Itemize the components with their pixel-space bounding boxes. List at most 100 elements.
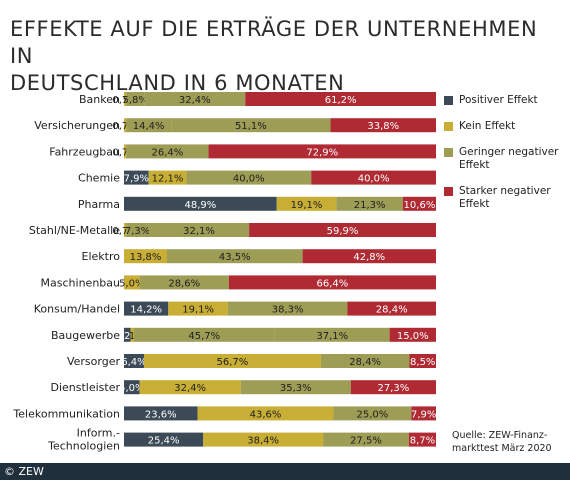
legend-item-strong-negative: Starker negativer Effekt (444, 185, 568, 211)
bar-segment (411, 406, 436, 421)
data-label: 7,9% (411, 409, 436, 420)
category-label: Pharma (78, 198, 120, 211)
bar-segment (124, 223, 127, 237)
bar-segment (143, 354, 321, 368)
data-label: 5,0% (119, 278, 144, 289)
bar-segment (302, 249, 436, 264)
data-label: 14,2% (130, 305, 162, 316)
data-label: 1 (129, 331, 135, 342)
data-label: 15,0% (397, 331, 429, 342)
data-label: 0,7% (112, 147, 137, 158)
data-label: 21,3% (354, 200, 386, 211)
bar-segment (402, 196, 436, 211)
legend-item-neutral: Kein Effekt (444, 120, 568, 133)
data-label: 7,9% (124, 174, 149, 185)
data-label: 33,8% (367, 121, 399, 132)
legend-swatch-minor-negative (444, 148, 453, 157)
data-label: 23,6% (145, 409, 177, 420)
data-label: 7,3% (125, 226, 150, 237)
data-label: 38,4% (247, 436, 279, 447)
bar-segment (126, 144, 209, 159)
data-label: 42,8% (353, 252, 385, 263)
bar-segment (139, 275, 229, 290)
data-label: 32,1% (183, 226, 215, 237)
data-label: 28,4% (376, 305, 408, 316)
data-label: 26,4% (151, 147, 183, 158)
data-label: 0,7% (112, 121, 137, 132)
footer-bar: © ZEW (0, 463, 570, 480)
data-label: 40,0% (233, 174, 265, 185)
bar-segment (336, 196, 403, 211)
bar-segment (333, 406, 412, 421)
bar-segment (186, 170, 312, 185)
legend-label-neutral: Kein Effekt (459, 120, 516, 132)
bar-segment (323, 432, 409, 447)
category-label: Fahrzeugbau (49, 145, 120, 158)
bar-segment (240, 380, 351, 395)
data-label: 56,7% (217, 357, 249, 368)
bar-segment (330, 118, 436, 133)
data-label: 32,4% (174, 383, 206, 394)
category-label: Chemie (78, 172, 120, 185)
bar-segment (124, 301, 169, 316)
bar-segment (228, 275, 436, 290)
bar-segment (208, 144, 436, 159)
legend: Positiver Effekt Kein Effekt Geringer ne… (444, 94, 568, 224)
data-label: 12,1% (152, 174, 184, 185)
bar-segment (124, 118, 127, 133)
bar-segment (274, 327, 390, 342)
data-label: 8,7% (410, 436, 435, 447)
category-label: Baugewerbe (51, 329, 120, 342)
data-label: 66,4% (317, 278, 349, 289)
bar-segment (124, 144, 127, 159)
chart-title-line-2: DEUTSCHLAND IN 6 MONATEN (10, 71, 345, 95)
bar-segment (124, 92, 127, 106)
data-label: 0,7% (112, 95, 137, 106)
data-label: 32,4% (179, 95, 211, 106)
data-label: 6,4% (121, 357, 146, 368)
bar-segment (203, 432, 324, 447)
bar-segment (124, 327, 131, 342)
bar-segment (408, 432, 436, 447)
data-label: 37,1% (316, 331, 348, 342)
bar-segment (167, 249, 303, 264)
data-label: 0,7% (112, 226, 137, 237)
bar-segment (249, 223, 436, 237)
bar-segment (227, 301, 348, 316)
data-label: 48,9% (184, 200, 216, 211)
legend-swatch-neutral (444, 122, 453, 131)
copyright-label: © ZEW (4, 465, 44, 478)
legend-item-positive: Positiver Effekt (444, 94, 568, 107)
bar-segment (320, 354, 410, 368)
legend-label-positive: Positiver Effekt (459, 94, 538, 106)
category-label: Maschinenbau (41, 276, 120, 289)
bar-segment (197, 406, 334, 421)
data-label: 27,3% (378, 383, 410, 394)
data-label: 8,5% (410, 357, 435, 368)
data-label: 38,3% (272, 305, 304, 316)
data-label: 2 (124, 331, 130, 342)
data-label: 40,0% (358, 174, 390, 185)
bar-segment (124, 249, 168, 264)
data-label: 14,4% (133, 121, 165, 132)
data-label: 45,7% (188, 331, 220, 342)
data-label: 19,1% (182, 305, 214, 316)
data-label: 19,1% (291, 200, 323, 211)
bar-segment (311, 170, 436, 185)
data-label: 59,9% (327, 226, 359, 237)
bar-segment (168, 301, 228, 316)
data-label: 43,5% (219, 252, 251, 263)
legend-swatch-positive (444, 96, 453, 105)
bar-segment (124, 380, 140, 395)
data-label: 35,3% (280, 383, 312, 394)
chart-title: EFFEKTE AUF DIE ERTRÄGE DER UNTERNEHMEN … (10, 16, 550, 97)
category-label: Inform.-Technologien (47, 427, 120, 453)
bar-segment (130, 327, 134, 342)
bar-segment (124, 196, 277, 211)
bar-segment (245, 92, 436, 106)
bar-segment (124, 170, 149, 185)
data-label: 61,2% (325, 95, 357, 106)
data-label: 13,8% (130, 252, 162, 263)
bar-segment (126, 92, 145, 106)
